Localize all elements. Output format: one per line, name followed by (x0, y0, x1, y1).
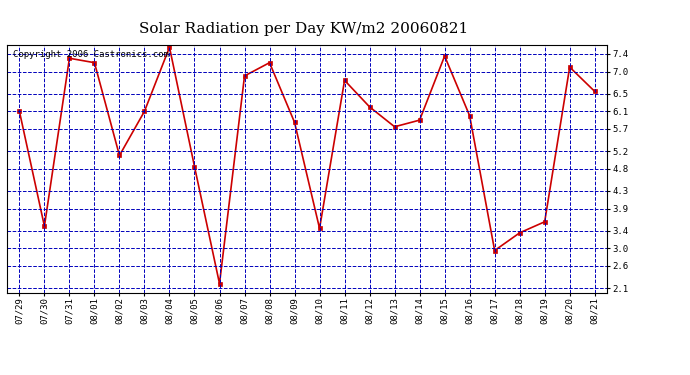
Text: Copyright 2006 Castronics.com: Copyright 2006 Castronics.com (13, 50, 169, 59)
Text: Solar Radiation per Day KW/m2 20060821: Solar Radiation per Day KW/m2 20060821 (139, 22, 469, 36)
